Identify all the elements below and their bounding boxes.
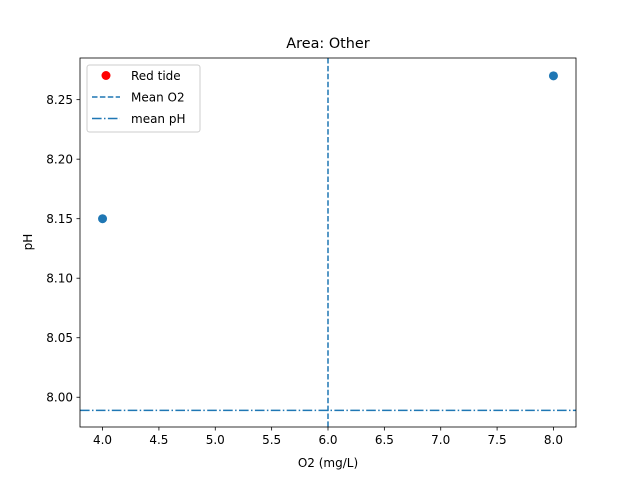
x-tick-label: 7.5 (488, 433, 507, 447)
legend-label: Red tide (131, 69, 181, 83)
y-tick-label: 8.10 (46, 272, 73, 286)
legend-label: Mean O2 (131, 90, 185, 104)
x-tick-label: 5.5 (262, 433, 281, 447)
legend-label: mean pH (131, 112, 186, 126)
chart-title: Area: Other (286, 36, 369, 52)
y-tick-label: 8.20 (46, 152, 73, 166)
legend-marker-dot (101, 71, 111, 80)
plot-area: 4.0 4.5 5.0 5.5 6.0 6.5 7.0 7.5 8.0 8.00 8.05 8.10 8… (46, 57, 577, 447)
x-tick-label: 5.0 (206, 433, 225, 447)
data-point (98, 214, 108, 224)
data-point (548, 71, 558, 81)
y-axis-label: pH (21, 234, 35, 251)
y-tick-label: 8.25 (46, 93, 73, 107)
x-tick-label: 4.5 (149, 433, 168, 447)
y-tick-label: 8.05 (46, 331, 73, 345)
x-tick-label: 8.0 (544, 433, 563, 447)
y-tick-label: 8.00 (46, 391, 73, 405)
x-axis-label: O2 (mg/L) (298, 456, 358, 470)
x-tick-label: 6.5 (375, 433, 394, 447)
x-tick-label: 7.0 (431, 433, 450, 447)
legend-box (86, 64, 201, 133)
x-tick-label: 4.0 (93, 433, 112, 447)
y-tick-label: 8.15 (46, 212, 73, 226)
x-tick-label: 6.0 (318, 433, 337, 447)
